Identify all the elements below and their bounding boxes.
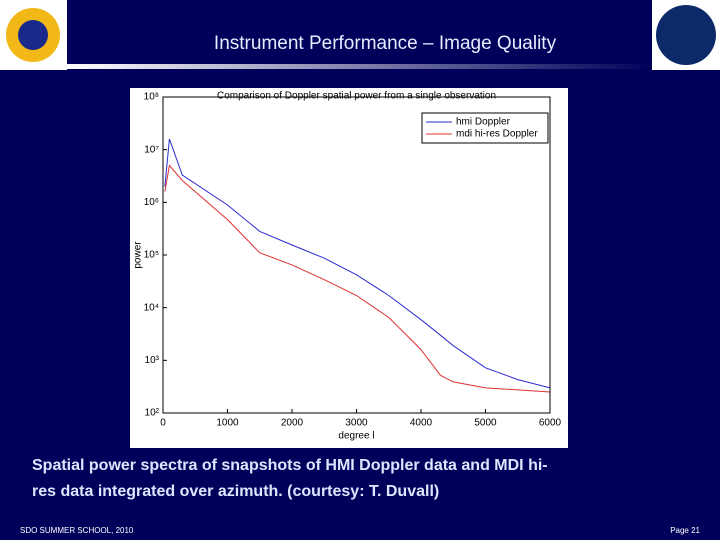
y-tick-label: 10⁸ <box>144 92 159 103</box>
y-tick-label: 10⁴ <box>144 302 159 313</box>
plot-frame <box>162 96 551 414</box>
y-tick-label: 10² <box>145 408 160 419</box>
x-axis-label: degree l <box>338 431 374 442</box>
caption-line: res data integrated over azimuth. (court… <box>32 483 439 500</box>
x-tick-label: 3000 <box>345 418 368 429</box>
caption-line: Spatial power spectra of snapshots of HM… <box>32 457 548 474</box>
x-tick-label: 1000 <box>216 418 239 429</box>
chart: Comparison of Doppler spatial power from… <box>133 91 562 442</box>
footer-right: Page 21 <box>670 526 700 535</box>
slide-title: Instrument Performance – Image Quality <box>214 33 557 54</box>
x-tick-label: 5000 <box>474 418 497 429</box>
x-tick-label: 0 <box>160 418 166 429</box>
x-tick-label: 6000 <box>539 418 562 429</box>
y-tick-label: 10⁵ <box>144 250 159 261</box>
footer-left: SDO SUMMER SCHOOL, 2010 <box>20 526 134 535</box>
legend <box>421 112 549 144</box>
series-line <box>164 164 551 393</box>
y-tick-label: 10⁶ <box>144 197 159 208</box>
x-tick-label: 2000 <box>281 418 304 429</box>
hmi-logo-center <box>18 20 48 50</box>
chart-title: Comparison of Doppler spatial power from… <box>217 91 496 102</box>
x-tick-label: 4000 <box>410 418 433 429</box>
series-line <box>164 138 551 389</box>
y-axis-label: power <box>133 241 144 269</box>
y-tick-label: 10³ <box>145 355 160 366</box>
legend-label: mdi hi-res Doppler <box>456 129 538 140</box>
y-tick-label: 10⁷ <box>144 144 159 155</box>
title-rule <box>67 64 652 69</box>
legend-label: hmi Doppler <box>456 117 511 128</box>
sdo-logo-circle <box>656 5 716 65</box>
